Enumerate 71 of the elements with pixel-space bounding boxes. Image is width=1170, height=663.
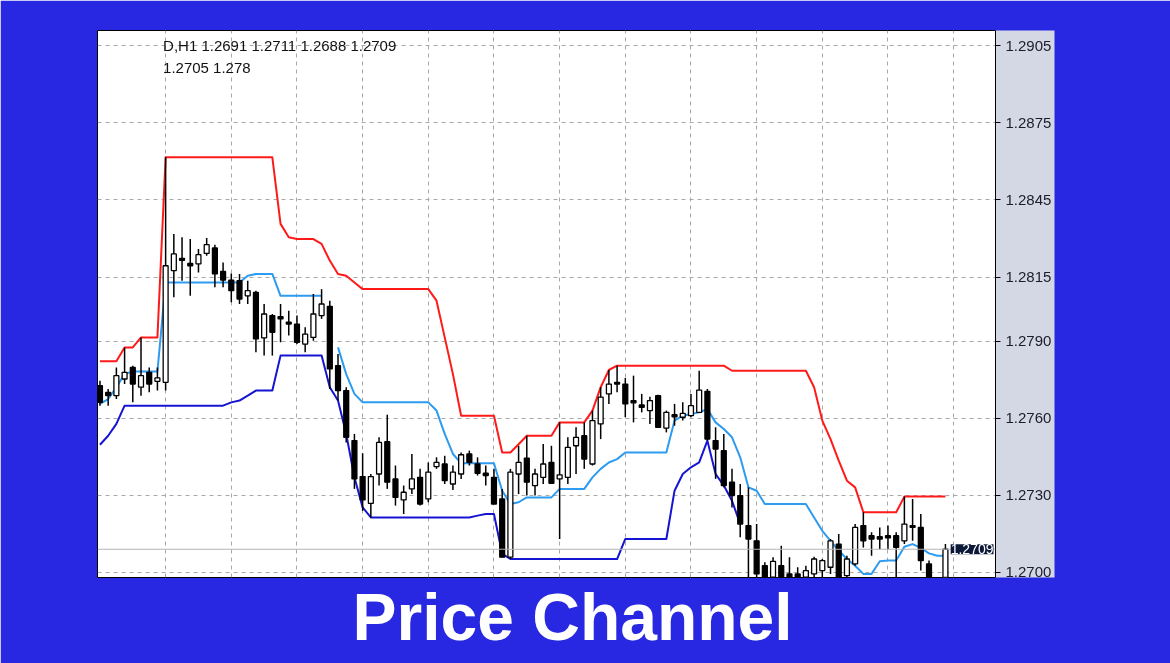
candlestick <box>884 524 892 550</box>
candlestick <box>121 346 128 385</box>
candlestick <box>178 236 186 282</box>
candlestick <box>228 272 235 303</box>
candlestick <box>408 453 415 495</box>
candlestick <box>622 377 629 418</box>
candlestick <box>236 273 243 305</box>
candlestick <box>728 468 736 509</box>
candlestick <box>548 445 555 484</box>
candlestick <box>696 370 703 414</box>
annotation: D,H1 1.2691 1.2711 1.2688 1.2709 <box>163 37 397 55</box>
candlestick <box>613 364 621 394</box>
candlestick <box>285 309 292 337</box>
y-tick-label: 1.2905 <box>1005 36 1052 54</box>
candlestick <box>129 364 136 404</box>
candlestick <box>359 452 366 512</box>
candlestick <box>195 248 202 274</box>
y-tick-label: 1.2730 <box>1005 486 1052 504</box>
candlestick <box>605 369 612 405</box>
y-tick-label: 1.2875 <box>1005 113 1052 131</box>
candlestick <box>261 303 268 357</box>
candlestick <box>154 366 161 392</box>
candlestick <box>474 456 481 477</box>
candlestick <box>745 486 752 578</box>
candlestick <box>458 451 465 480</box>
candlestick <box>400 484 407 515</box>
candlestick <box>638 393 645 414</box>
candlestick <box>137 336 145 397</box>
candlestick <box>113 366 120 400</box>
candlestick <box>663 409 670 434</box>
candlestick <box>310 293 317 342</box>
candlestick <box>909 498 916 542</box>
candlestick <box>778 544 785 578</box>
candlestick <box>244 279 251 305</box>
y-tick-label: 1.2760 <box>1005 409 1052 427</box>
candlestick <box>893 531 900 578</box>
candlestick <box>679 401 686 422</box>
candlestick <box>269 313 276 357</box>
candlestick <box>515 445 522 495</box>
y-tick-label: 1.2700 <box>1005 563 1052 581</box>
candlestick <box>671 403 678 427</box>
candlestick <box>556 421 563 540</box>
candlestick <box>318 288 325 320</box>
y-tick-label: 1.2845 <box>1005 190 1052 208</box>
candlestick <box>876 526 883 550</box>
y-tick-label: 1.2790 <box>1005 332 1052 350</box>
candlestick <box>646 395 654 425</box>
candlestick <box>441 455 448 485</box>
candlestick <box>293 314 301 345</box>
candlestick <box>302 326 309 354</box>
candlestick <box>146 366 153 394</box>
candlestick <box>860 511 867 549</box>
candlestick <box>630 374 637 424</box>
candlestick <box>901 495 908 545</box>
candlestick <box>449 464 457 491</box>
line-series <box>98 156 947 514</box>
annotation: 1.2705 1.278 <box>163 58 251 76</box>
candlestick <box>572 426 580 475</box>
candlestick <box>392 464 399 507</box>
candlestick <box>712 426 719 480</box>
candlestick <box>868 531 875 557</box>
text: Price Channel <box>352 579 793 654</box>
candlestick <box>170 233 177 299</box>
candlestick <box>687 393 695 418</box>
candlestick <box>219 261 227 289</box>
candlestick <box>540 443 547 485</box>
candlestick <box>531 468 539 497</box>
y-tick-label: 1.2815 <box>1005 268 1052 286</box>
ref-line-label: 1.2709 <box>950 541 994 558</box>
candlestick <box>581 421 588 470</box>
candlestick <box>277 303 284 344</box>
